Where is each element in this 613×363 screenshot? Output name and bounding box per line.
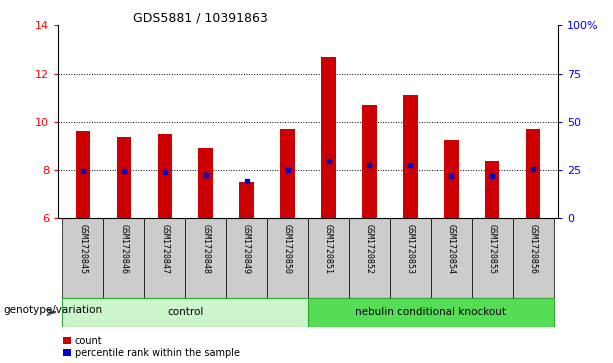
Bar <box>362 105 376 218</box>
Bar <box>321 57 336 218</box>
Bar <box>390 218 431 298</box>
Bar <box>472 218 513 298</box>
Text: GSM1720855: GSM1720855 <box>488 224 497 274</box>
Bar <box>308 298 554 327</box>
Text: GSM1720849: GSM1720849 <box>242 224 251 274</box>
Bar <box>444 140 459 218</box>
Bar <box>158 134 172 218</box>
Legend: count, percentile rank within the sample: count, percentile rank within the sample <box>63 336 240 358</box>
Text: GSM1720846: GSM1720846 <box>120 224 128 274</box>
Text: GSM1720853: GSM1720853 <box>406 224 415 274</box>
Bar <box>280 129 295 218</box>
Bar <box>513 218 554 298</box>
Bar <box>63 298 308 327</box>
Bar <box>144 218 185 298</box>
Text: GSM1720851: GSM1720851 <box>324 224 333 274</box>
Text: genotype/variation: genotype/variation <box>3 305 102 315</box>
Text: GSM1720847: GSM1720847 <box>160 224 169 274</box>
Bar <box>431 218 472 298</box>
Bar <box>349 218 390 298</box>
Bar <box>75 131 90 218</box>
Text: GSM1720856: GSM1720856 <box>529 224 538 274</box>
Bar <box>485 161 500 218</box>
Text: GSM1720845: GSM1720845 <box>78 224 87 274</box>
Text: GSM1720848: GSM1720848 <box>201 224 210 274</box>
Text: GSM1720852: GSM1720852 <box>365 224 374 274</box>
Bar <box>240 182 254 218</box>
Text: GDS5881 / 10391863: GDS5881 / 10391863 <box>133 11 268 24</box>
Bar <box>308 218 349 298</box>
Text: GSM1720850: GSM1720850 <box>283 224 292 274</box>
Bar <box>116 137 131 218</box>
Bar <box>267 218 308 298</box>
Bar <box>403 95 417 218</box>
Text: GSM1720854: GSM1720854 <box>447 224 456 274</box>
Bar <box>199 148 213 218</box>
Text: control: control <box>167 307 204 317</box>
Bar <box>226 218 267 298</box>
Bar <box>526 129 541 218</box>
Bar <box>103 218 144 298</box>
Bar <box>63 218 103 298</box>
Text: nebulin conditional knockout: nebulin conditional knockout <box>356 307 506 317</box>
Bar <box>185 218 226 298</box>
